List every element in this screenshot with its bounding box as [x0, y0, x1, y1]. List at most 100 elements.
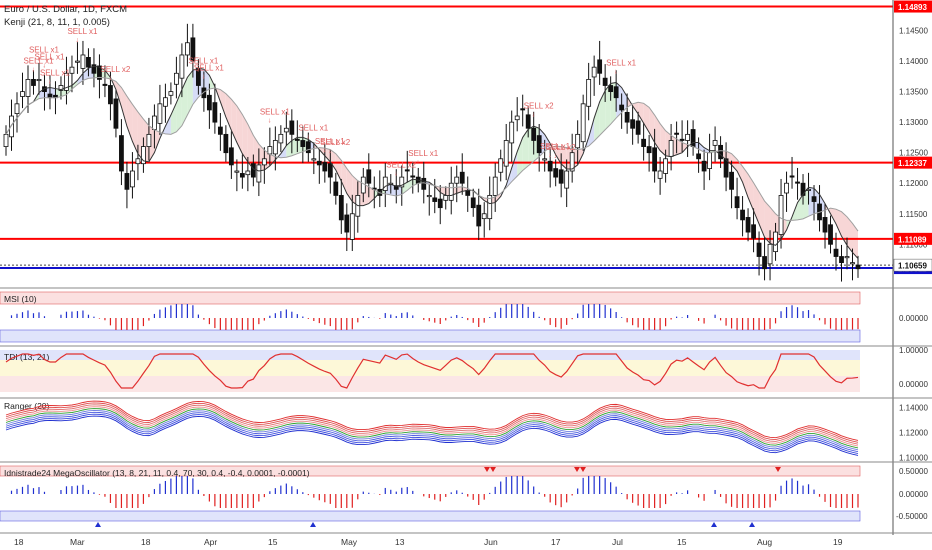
- kenji-cloud: [836, 209, 842, 237]
- ranger-band-line: [5, 415, 859, 456]
- mega-tick-label: -0.50000: [896, 512, 928, 521]
- candle-body: [619, 104, 625, 111]
- candle-body: [404, 169, 410, 172]
- sell-signal-arrow: ↓: [268, 118, 272, 125]
- candle-body: [751, 224, 756, 239]
- candle-body: [432, 197, 438, 202]
- candle-body: [421, 177, 427, 190]
- candle-body: [773, 231, 778, 253]
- candle-body: [580, 103, 586, 143]
- candle-body: [564, 170, 570, 189]
- candle-body: [130, 170, 135, 188]
- msi-upper-band: [0, 291, 861, 305]
- candle-body: [382, 176, 388, 191]
- kenji-cloud: [121, 87, 127, 127]
- sell-signal-label: SELL x2: [546, 143, 576, 152]
- candle-body: [250, 163, 256, 178]
- candle-body: [833, 248, 839, 257]
- candle-body: [245, 170, 251, 176]
- ranger-band-line: [5, 406, 859, 447]
- candle-body: [531, 127, 537, 141]
- candle-body: [228, 147, 234, 166]
- kenji-cloud: [324, 148, 331, 162]
- kenji-cloud: [660, 123, 666, 156]
- mega-lower-band: [0, 510, 861, 522]
- candle-body: [718, 144, 723, 160]
- candle-body: [311, 158, 317, 161]
- candle-body: [223, 133, 229, 154]
- x-tick-label: Jun: [484, 537, 498, 547]
- candle-body: [31, 78, 36, 86]
- candle-body: [322, 162, 328, 172]
- candle-body: [630, 119, 636, 129]
- candle-body: [69, 66, 75, 74]
- candle-body: [514, 115, 520, 121]
- candle-body: [569, 152, 575, 172]
- candle-body: [102, 83, 108, 86]
- candle-body: [498, 158, 504, 173]
- candle-body: [239, 173, 245, 178]
- sell-signal-arrow: ↓: [614, 69, 618, 76]
- price-tick-label: 1.13000: [899, 118, 928, 127]
- kenji-slow-line: [5, 76, 859, 232]
- mega-tick-label: 0.00000: [899, 490, 928, 499]
- kenji-cloud: [115, 81, 122, 107]
- candle-body: [481, 213, 487, 220]
- kenji-cloud: [764, 201, 771, 244]
- kenji-cloud: [132, 104, 138, 154]
- x-tick-label: May: [341, 537, 358, 547]
- x-tick-label: 17: [551, 537, 561, 547]
- tdi-lower-band: [0, 376, 860, 392]
- price-tick-label: 1.13500: [899, 88, 928, 97]
- candle-body: [734, 196, 740, 209]
- tdi-pane: TDI (13, 21): [0, 350, 860, 392]
- candle-body: [855, 264, 861, 270]
- x-tick-label: 15: [268, 537, 278, 547]
- candle-body: [767, 243, 773, 265]
- x-tick-label: Mar: [70, 537, 85, 547]
- symbol-title: Euro / U.S. Dollar, 1D, FXCM: [4, 4, 127, 15]
- mega-buy-marker: [749, 522, 755, 527]
- kenji-cloud: [495, 193, 501, 203]
- kenji-cloud: [440, 187, 446, 196]
- candle-body: [3, 133, 9, 147]
- kenji-cloud: [676, 138, 683, 155]
- candle-body: [173, 72, 179, 85]
- kenji-cloud: [605, 83, 611, 130]
- price-tick-label: 1.12500: [899, 149, 928, 158]
- mega-sell-marker: [580, 467, 586, 472]
- last-price-badge: [893, 258, 932, 272]
- candle-body: [20, 91, 25, 97]
- candle-body: [668, 140, 674, 157]
- candle-body: [113, 98, 119, 129]
- kenji-cloud: [830, 208, 837, 224]
- ranger-tick-label: 1.12000: [899, 429, 928, 438]
- candle-body: [80, 54, 86, 69]
- kenji-cloud: [517, 137, 523, 177]
- candle-body: [729, 171, 734, 190]
- candle-body: [712, 140, 718, 146]
- candle-body: [157, 103, 163, 124]
- ranger-band-line: [5, 411, 859, 453]
- kenji-cloud: [808, 187, 815, 217]
- kenji-cloud: [154, 129, 160, 153]
- tdi-line: [5, 353, 859, 389]
- price-tick-label: 1.12000: [899, 179, 928, 188]
- kenji-cloud: [742, 166, 749, 198]
- candle-body: [217, 126, 223, 135]
- tdi-tick-label: 1.00000: [899, 346, 928, 355]
- price-tick-label: 1.14500: [899, 27, 928, 36]
- mega-pane: Idnistrade24 MegaOscillator (13, 8, 21, …: [0, 465, 861, 527]
- kenji-cloud: [126, 96, 133, 142]
- sell-signal-label: SELL x1: [34, 53, 64, 62]
- kenji-cloud: [599, 90, 606, 136]
- candle-body: [64, 72, 69, 91]
- kenji-cloud: [726, 151, 732, 165]
- candle-body: [141, 146, 146, 165]
- candle-body: [75, 60, 80, 63]
- sell-signal-label: SELL x1: [606, 59, 636, 68]
- candle-body: [454, 176, 460, 184]
- candle-body: [575, 133, 581, 149]
- candle-body: [778, 195, 784, 235]
- kenji-cloud: [242, 114, 248, 162]
